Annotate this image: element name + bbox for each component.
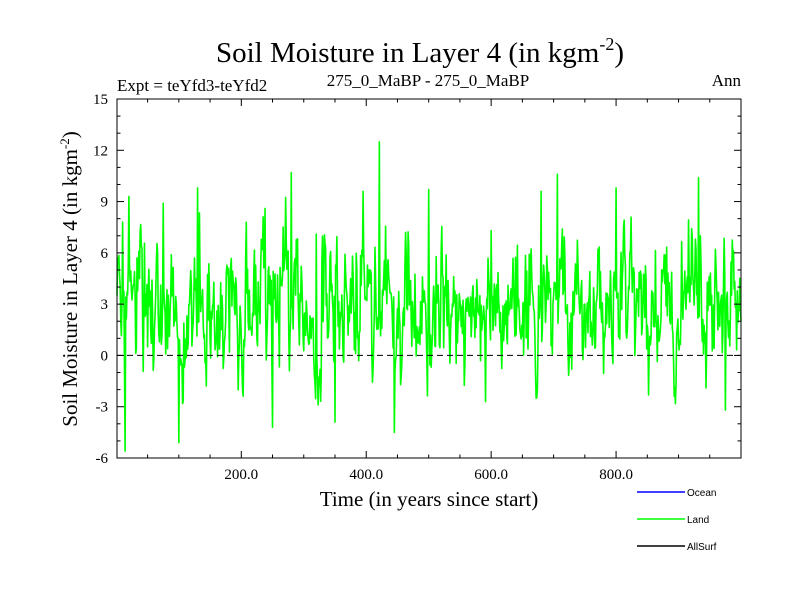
x-tick-label: 200.0 <box>224 467 258 483</box>
legend-label-allsurf: AllSurf <box>687 542 717 553</box>
y-axis-label: Soil Moisture in Layer 4 (in kgm-2) <box>57 131 82 426</box>
legend-label-ocean: Ocean <box>687 488 716 499</box>
chart-title-close: ) <box>614 37 624 69</box>
x-tick-label: 600.0 <box>474 467 508 483</box>
legend-label-land: Land <box>687 515 709 526</box>
y-axis-label-main: Soil Moisture in Layer 4 (in kgm <box>58 149 82 427</box>
chart-title-main: Soil Moisture in Layer 4 (in kgm <box>216 37 600 69</box>
y-tick-label: -3 <box>96 400 109 416</box>
y-tick-label: 15 <box>93 92 108 108</box>
x-tick-label: 800.0 <box>599 467 633 483</box>
y-tick-label: 0 <box>101 348 109 364</box>
series-line-land <box>116 140 742 452</box>
y-tick-label: 12 <box>93 143 108 159</box>
y-axis-label-sup: -2 <box>57 138 72 149</box>
y-tick-label: -6 <box>96 451 109 467</box>
y-tick-label: 3 <box>101 297 109 313</box>
subtitle-season: Ann <box>712 71 742 90</box>
y-tick-label: 6 <box>101 246 109 262</box>
legend: Ocean Land AllSurf <box>637 488 717 553</box>
x-tick-label: 400.0 <box>349 467 383 483</box>
x-axis-label: Time (in years since start) <box>320 487 539 511</box>
subtitle-period: 275_0_MaBP - 275_0_MaBP <box>327 71 529 90</box>
chart-title-sup: -2 <box>599 34 614 54</box>
chart-title: Soil Moisture in Layer 4 (in kgm-2) <box>216 34 624 69</box>
y-tick-label: 9 <box>101 195 109 211</box>
y-axis-label-close: ) <box>58 131 82 138</box>
axes-layer: -6 -3 0 3 6 9 12 15 200.0 400.0 600.0 800.0 <box>93 92 742 483</box>
subtitle-experiment: Expt = teYfd3-teYfd2 <box>117 76 267 95</box>
series-layer <box>116 140 742 452</box>
